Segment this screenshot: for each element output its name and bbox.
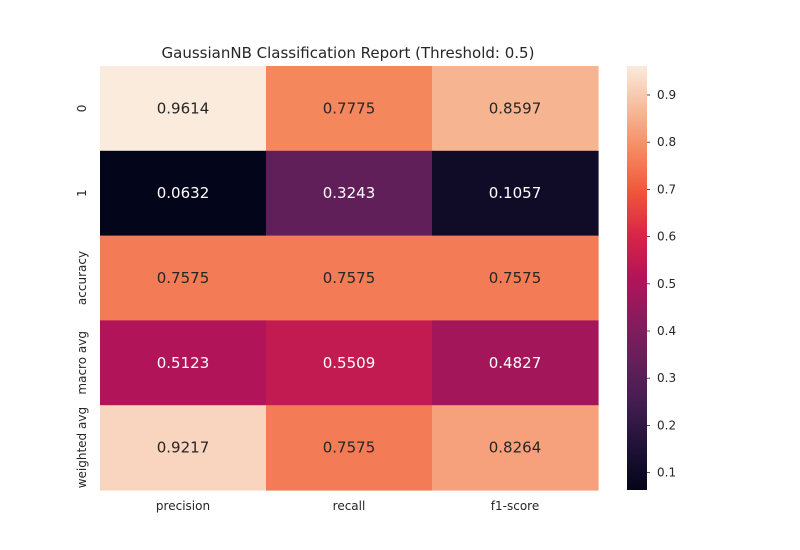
- colorbar-ticks: 0.1 0.2 0.3 0.4 0.5 0.6 0.7 0.8 0.9: [647, 88, 676, 480]
- cell-value-label: 0.5123: [157, 354, 210, 372]
- cell-value-label: 0.7575: [157, 269, 210, 287]
- y-tick-label: weighted avg: [75, 407, 89, 488]
- x-tick-label: recall: [333, 499, 366, 513]
- heatmap-cell: [266, 320, 433, 406]
- x-axis-ticks: precision recall f1-score: [156, 499, 539, 513]
- heatmap-cell: [432, 150, 599, 237]
- cell-value-label: 0.8597: [489, 99, 542, 117]
- x-tick-label: f1-score: [491, 499, 539, 513]
- heatmap-cell: [432, 320, 599, 406]
- heatmap-cell: [432, 66, 599, 152]
- heatmap-cell: [100, 320, 267, 406]
- colorbar-tick-label: 0.7: [657, 182, 676, 196]
- y-tick-label: accuracy: [75, 251, 89, 305]
- heatmap-cells: 0.9614 0.7775 0.8597 0.0632 0.3243 0.1057 0.75…: [100, 66, 599, 491]
- cell-value-label: 0.7575: [489, 269, 542, 287]
- heatmap-cell: [266, 150, 433, 237]
- cell-value-label: 0.7775: [323, 99, 376, 117]
- cell-value-label: 0.0632: [157, 184, 210, 202]
- colorbar-tick-label: 0.5: [657, 277, 676, 291]
- y-tick-label: macro avg: [75, 331, 89, 395]
- colorbar-tick-label: 0.8: [657, 135, 676, 149]
- colorbar: [627, 66, 647, 490]
- cell-value-label: 0.9614: [157, 99, 210, 117]
- x-tick-label: precision: [156, 499, 210, 513]
- chart-title: GaussianNB Classification Report (Thresh…: [162, 44, 535, 62]
- heatmap-cell: [100, 405, 267, 491]
- colorbar-tick-label: 0.1: [657, 466, 676, 480]
- colorbar-tick-label: 0.2: [657, 418, 676, 432]
- colorbar-tick-label: 0.6: [657, 230, 676, 244]
- y-axis-ticks: 0 1 accuracy macro avg weighted avg: [75, 105, 89, 489]
- cell-value-label: 0.1057: [489, 184, 542, 202]
- heatmap-cell: [266, 66, 433, 152]
- heatmap-cell: [100, 235, 267, 321]
- cell-value-label: 0.9217: [157, 439, 210, 457]
- y-tick-label: 1: [75, 189, 89, 197]
- heatmap-cell: [266, 235, 433, 321]
- cell-value-label: 0.5509: [323, 354, 376, 372]
- cell-value-label: 0.3243: [323, 184, 376, 202]
- heatmap-cell: [432, 235, 599, 321]
- colorbar-tick-label: 0.9: [657, 88, 676, 102]
- cell-value-label: 0.4827: [489, 354, 542, 372]
- cell-value-label: 0.7575: [323, 439, 376, 457]
- heatmap-cell: [432, 405, 599, 491]
- cell-value-label: 0.7575: [323, 269, 376, 287]
- colorbar-tick-label: 0.4: [657, 324, 676, 338]
- y-tick-label: 0: [75, 105, 89, 113]
- cell-value-label: 0.8264: [489, 439, 542, 457]
- heatmap-cell: [266, 405, 433, 491]
- heatmap-cell: [100, 66, 267, 152]
- colorbar-tick-label: 0.3: [657, 371, 676, 385]
- heatmap-cell: [100, 150, 267, 237]
